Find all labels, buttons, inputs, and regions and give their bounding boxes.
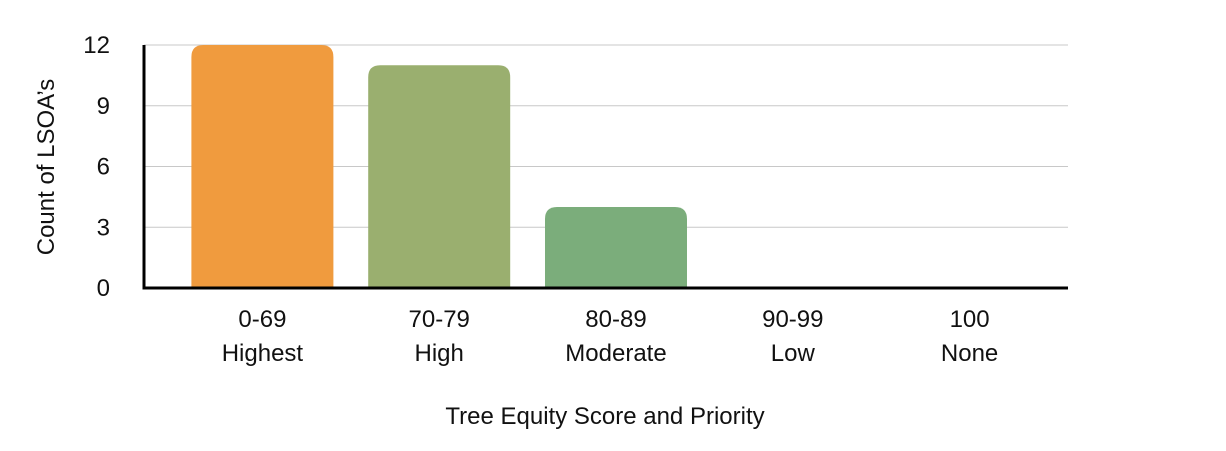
x-tick-label: 90-99 Low <box>762 306 823 367</box>
y-tick-label: 9 <box>97 93 110 120</box>
bars <box>191 45 687 288</box>
y-tick-labels: 0 3 6 9 12 <box>83 32 110 302</box>
bar <box>545 207 687 288</box>
y-axis-title: Count of LSOA’s <box>33 79 60 256</box>
x-tick-label: 80-89 Moderate <box>565 306 666 367</box>
y-tick-label: 12 <box>83 32 110 59</box>
y-tick-label: 6 <box>97 154 110 181</box>
x-axis-title: Tree Equity Score and Priority <box>445 403 764 430</box>
bar <box>191 45 334 288</box>
y-tick-label: 0 <box>97 275 110 302</box>
x-tick-label: 70-79 High <box>409 306 470 367</box>
bar <box>368 65 511 288</box>
x-tick-label: 100 None <box>941 306 998 367</box>
axes <box>142 45 1068 290</box>
y-tick-label: 3 <box>97 214 110 241</box>
x-tick-labels: 0-69 Highest 70-79 High 80-89 Moderate 90-99 Lo… <box>222 306 999 367</box>
x-tick-label: 0-69 Highest <box>222 306 304 367</box>
